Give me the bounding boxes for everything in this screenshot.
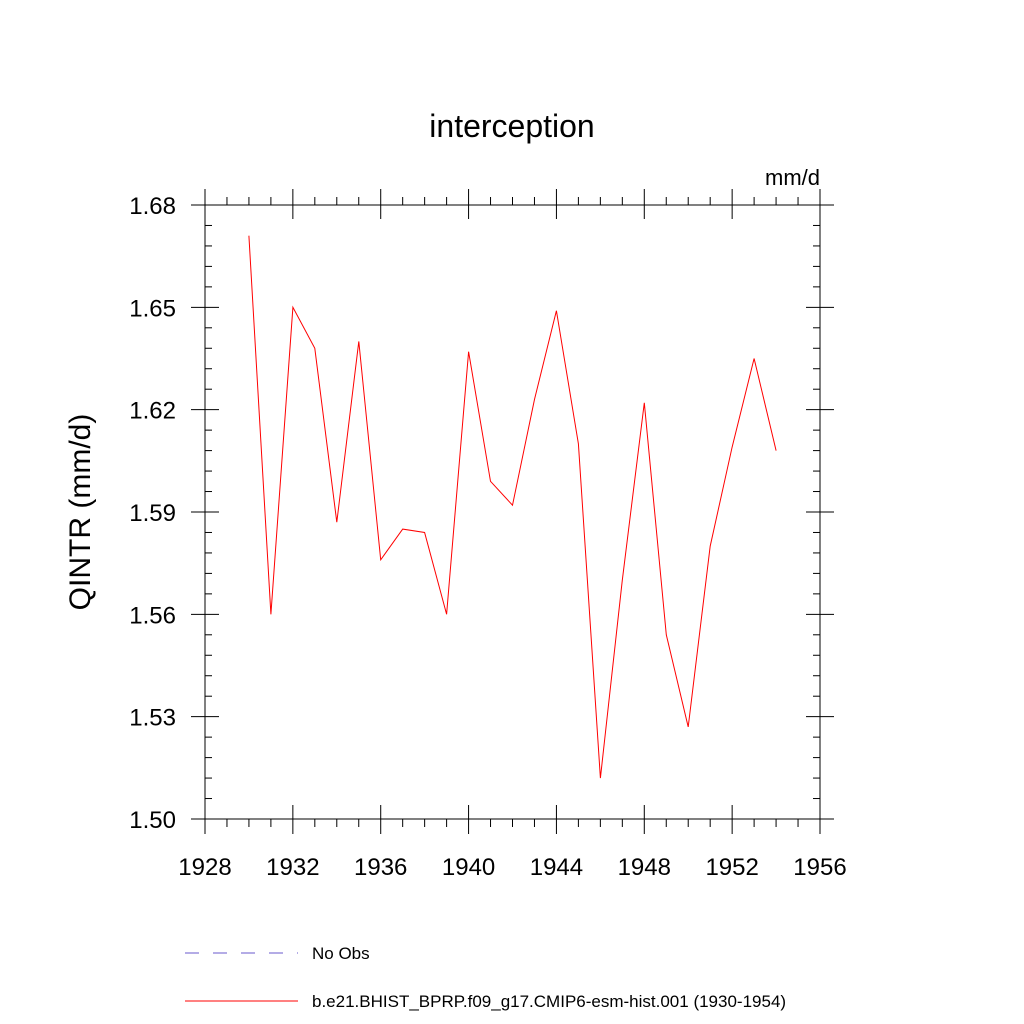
y-minor-ticks — [205, 224, 820, 800]
x-minor-ticks — [226, 197, 799, 827]
x-tick-label: 1948 — [618, 854, 671, 881]
units-label: mm/d — [765, 165, 820, 190]
y-axis-title: QINTR (mm/d) — [64, 414, 97, 611]
x-tick-label: 1940 — [442, 854, 495, 881]
y-tick-labels: 1.50 1.53 1.56 1.59 1.62 1.65 1.68 — [129, 193, 176, 834]
x-tick-labels: 1928 1932 1936 1940 1944 1948 1952 1956 — [178, 854, 846, 881]
y-tick-label: 1.56 — [129, 602, 176, 629]
legend-label-model: b.e21.BHIST_BPRP.f09_g17.CMIP6-esm-hist.… — [312, 992, 786, 1011]
y-tick-label: 1.50 — [129, 807, 176, 834]
x-major-ticks — [204, 189, 821, 834]
y-tick-label: 1.68 — [129, 193, 176, 220]
x-tick-label: 1944 — [530, 854, 583, 881]
plot-frame — [204, 204, 821, 820]
legend: No Obs b.e21.BHIST_BPRP.f09_g17.CMIP6-es… — [185, 944, 786, 1011]
legend-label-no-obs: No Obs — [312, 944, 370, 963]
y-tick-label: 1.53 — [129, 705, 176, 732]
x-tick-label: 1928 — [178, 854, 231, 881]
y-tick-label: 1.62 — [129, 398, 176, 425]
x-tick-label: 1936 — [354, 854, 407, 881]
chart-title: interception — [429, 108, 594, 144]
y-tick-label: 1.65 — [129, 295, 176, 322]
y-tick-label: 1.59 — [129, 500, 176, 527]
series-layer — [248, 235, 777, 779]
x-tick-label: 1952 — [705, 854, 758, 881]
x-tick-label: 1932 — [266, 854, 319, 881]
series-line — [248, 235, 777, 779]
y-major-ticks — [191, 204, 834, 820]
x-tick-label: 1956 — [793, 854, 846, 881]
